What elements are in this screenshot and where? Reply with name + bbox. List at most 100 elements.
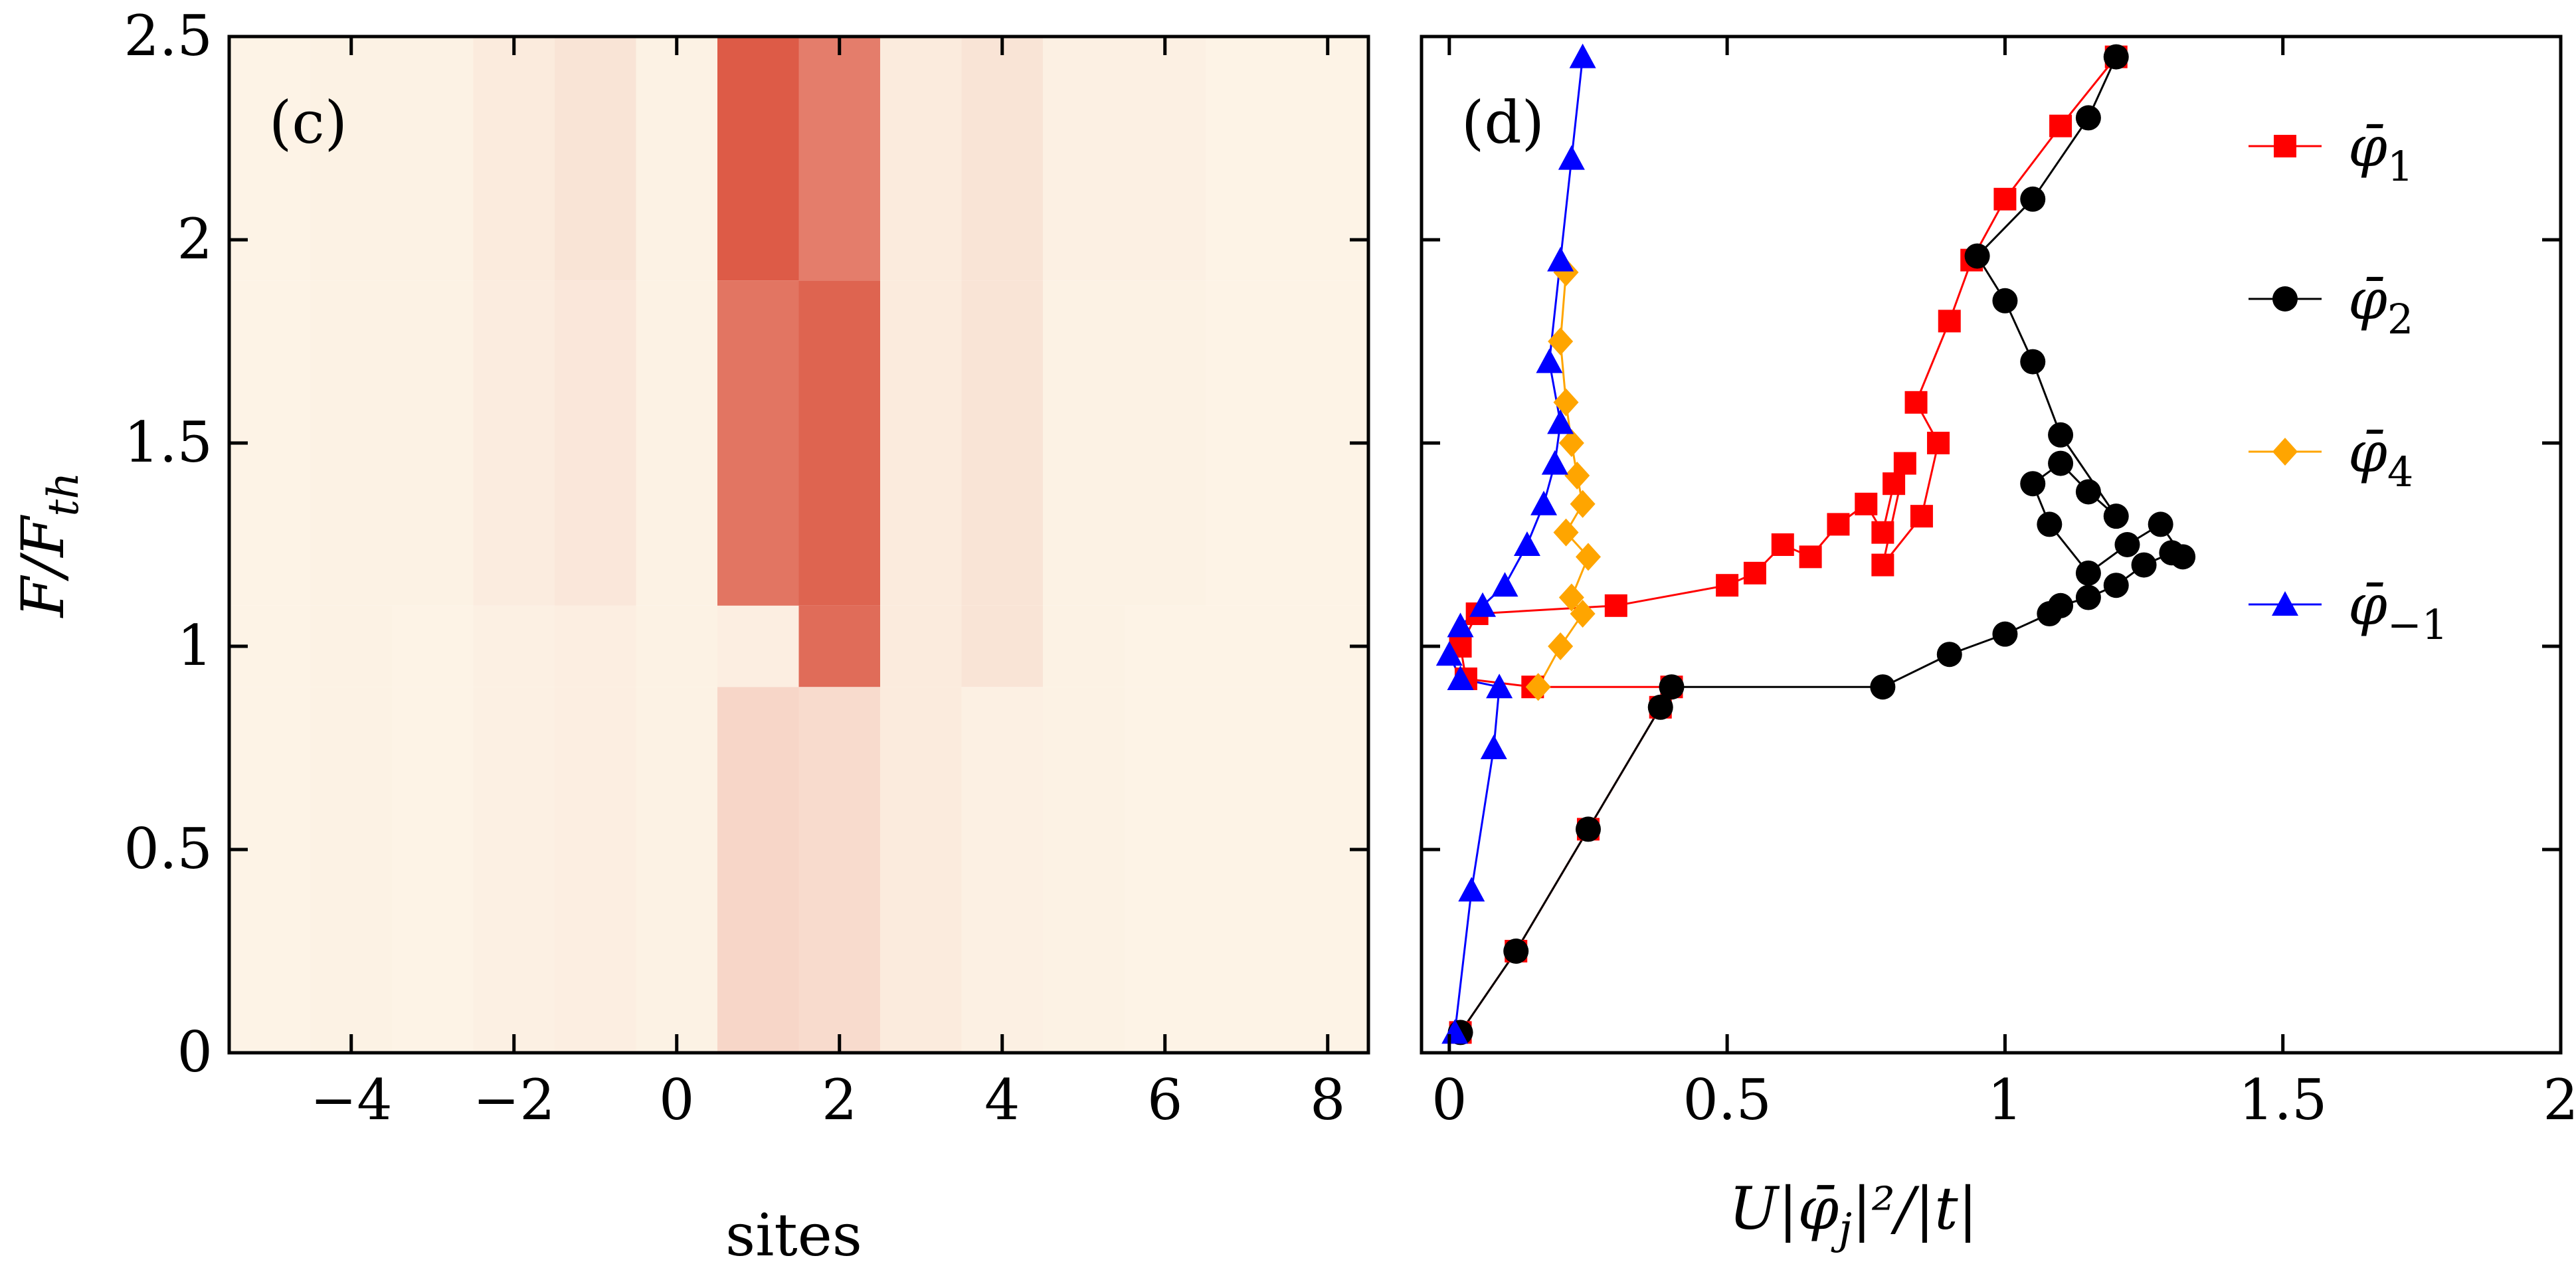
heatmap-cell	[636, 687, 717, 1053]
panel-label-d: (d)	[1461, 88, 1544, 157]
series-1-point	[1647, 694, 1673, 720]
heatmap-cell	[1124, 37, 1206, 281]
series-0-point	[1938, 310, 1961, 333]
series-1-point	[2020, 186, 2046, 212]
series-0-point	[1927, 432, 1950, 454]
y-axis-title-sub: th	[39, 472, 88, 517]
series-0-point	[1604, 594, 1627, 617]
legend-marker-1	[2272, 286, 2298, 312]
scatter-ticks: 0 0.5 1 1.5 2	[1422, 35, 2576, 1132]
scatter-x-tick-label: 0	[1431, 1067, 1467, 1132]
legend-label-0: φ̄1	[2348, 114, 2413, 191]
heatmap-x-tick-label: 4	[984, 1067, 1020, 1132]
series-1-point	[2048, 422, 2074, 448]
heatmap-frame	[227, 35, 1370, 1055]
series-0-point	[1855, 492, 1878, 515]
heatmap-cell	[798, 687, 880, 1053]
series-3-point	[1513, 531, 1540, 556]
series-2-point	[1548, 632, 1574, 660]
series-1-point	[1575, 816, 1601, 842]
series-2-point	[1558, 429, 1584, 457]
heatmap-panel: −4 −2 0 2 4 6 8 0 0.5 1 1.5 2 2.5 (c) sites F/Fth	[9, 3, 1370, 1262]
series-1-point	[2048, 450, 2074, 476]
series-2-point	[1558, 583, 1584, 612]
heatmap-x-tick-label: −4	[310, 1067, 393, 1132]
heatmap-cell	[961, 37, 1043, 281]
panel-label-c: (c)	[269, 88, 347, 157]
series-1-point	[2075, 585, 2101, 610]
heatmap-cell	[1287, 37, 1368, 281]
scatter-x-tick-label: 1	[1987, 1067, 2023, 1132]
heatmap-cell	[1124, 605, 1206, 687]
series-3-point	[1558, 145, 1585, 170]
series-3-point	[1547, 246, 1574, 272]
heatmap-cell	[798, 37, 880, 281]
heatmap-cell	[1043, 605, 1125, 687]
scatter-x-axis-title: U|φ̄j|²/|t|	[1729, 1174, 1978, 1254]
series-1-point	[2048, 592, 2074, 618]
series-3-point	[1435, 641, 1463, 666]
heatmap-x-tick-label: 2	[822, 1067, 857, 1132]
heatmap-x-axis-title: sites	[725, 1201, 862, 1262]
heatmap-cell	[880, 605, 962, 687]
series-3-point	[1536, 348, 1563, 373]
heatmap-cell	[473, 280, 555, 606]
series-3-point	[1447, 612, 1474, 638]
series-1-point	[2170, 544, 2196, 570]
series-1-point	[2103, 44, 2129, 70]
series-2-point	[1525, 673, 1551, 701]
heatmap-cell	[717, 280, 799, 606]
series-1-point	[2103, 503, 2129, 529]
scatter-lines	[1448, 56, 2186, 1034]
series-1-point	[1870, 674, 1896, 700]
series-1-point	[2075, 479, 2101, 505]
heatmap-cell	[1206, 37, 1287, 281]
heatmap-y-tick-label: 0.5	[124, 816, 213, 881]
legend-label-1: φ̄2	[2348, 267, 2413, 343]
heatmap-cell	[961, 687, 1043, 1053]
heatmap-cell	[798, 280, 880, 606]
heatmap-x-tick-label: 8	[1310, 1067, 1345, 1132]
heatmap-cell	[636, 37, 717, 281]
legend-label-2: φ̄4	[2348, 420, 2413, 496]
heatmap-x-tick-label: 6	[1147, 1067, 1182, 1132]
scatter-x-tick-label: 1.5	[2239, 1067, 2328, 1132]
heatmap-cell	[555, 687, 636, 1053]
series-0-point	[2049, 114, 2072, 137]
heatmap-cell	[961, 605, 1043, 687]
heatmap-y-axis-title: F/Fth	[9, 472, 88, 619]
series-3-point	[1541, 450, 1568, 475]
heatmap-ticks: −4 −2 0 2 4 6 8 0 0.5 1 1.5 2 2.5	[124, 3, 1368, 1132]
heatmap-cell	[961, 280, 1043, 606]
series-0-point	[1799, 545, 1822, 569]
scatter-points	[1435, 43, 2196, 1045]
series-3-point	[1491, 572, 1518, 597]
legend-marker-2	[2272, 438, 2298, 466]
series-1-point	[2037, 511, 2063, 537]
series-3-point	[1447, 665, 1474, 690]
heatmap-cell	[555, 37, 636, 281]
series-2-point	[1553, 518, 1579, 547]
scatter-legend: φ̄1 φ̄2 φ̄4 φ̄−1	[2249, 114, 2448, 649]
series-0-point	[1871, 553, 1894, 577]
series-1-point	[2020, 471, 2046, 497]
heatmap-cell	[1124, 687, 1206, 1053]
heatmap-cell	[473, 37, 555, 281]
heatmap-cell	[392, 37, 474, 281]
heatmap-cell	[1124, 280, 1206, 606]
heatmap-cell	[717, 37, 799, 281]
series-1-point	[2075, 560, 2101, 586]
heatmap-cells	[229, 37, 1368, 1053]
series-1-point	[2020, 349, 2046, 375]
series-2-point	[1553, 388, 1579, 416]
series-line-0	[1459, 56, 2117, 1034]
series-3-point	[1547, 409, 1574, 434]
series-3-point	[1480, 735, 1507, 759]
heatmap-cell	[392, 687, 474, 1053]
series-1-point	[2114, 532, 2140, 557]
series-1-point	[2075, 105, 2101, 131]
heatmap-x-tick-label: −2	[473, 1067, 555, 1132]
heatmap-cell	[1287, 687, 1368, 1053]
heatmap-cell	[880, 687, 962, 1053]
